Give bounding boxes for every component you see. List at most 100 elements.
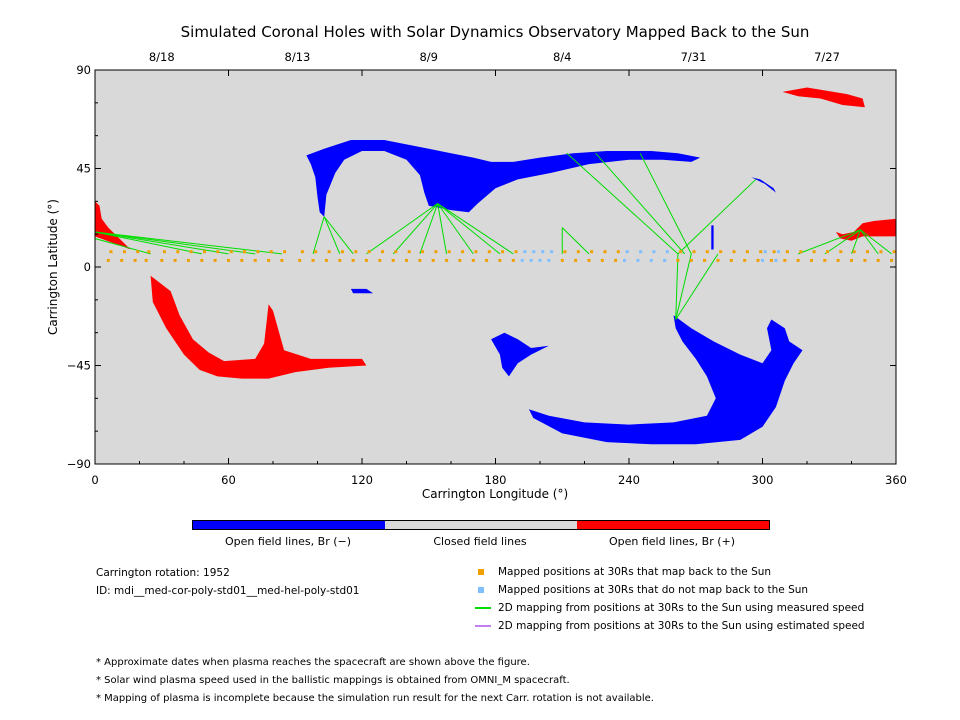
date-tick-label: 8/4 bbox=[553, 50, 572, 64]
mapped-back-point bbox=[311, 258, 315, 262]
x-tick-label: 180 bbox=[485, 473, 507, 487]
x-tick-label: 360 bbox=[885, 473, 907, 487]
mapped-back-point bbox=[705, 250, 709, 254]
mapped-back-point bbox=[133, 258, 137, 262]
mapped-back-point bbox=[474, 250, 478, 254]
mapped-back-point bbox=[812, 250, 816, 254]
mapped-back-point bbox=[173, 258, 177, 262]
mapped-back-point bbox=[772, 250, 776, 254]
mapped-back-point bbox=[560, 258, 564, 262]
measured-field-line bbox=[366, 203, 438, 255]
mapped-back-point bbox=[511, 258, 515, 262]
measured-field-line bbox=[797, 229, 861, 255]
mapped-back-point bbox=[229, 250, 233, 254]
y-tick-label: 45 bbox=[76, 162, 91, 176]
not-mapped-point bbox=[763, 250, 767, 254]
coronal-hole-positive-6 bbox=[150, 275, 367, 379]
not-mapped-point bbox=[625, 250, 629, 254]
y-tick-label: 90 bbox=[76, 63, 91, 77]
mapped-back-point bbox=[850, 258, 853, 262]
mapped-back-point bbox=[498, 258, 502, 262]
legend-text-mapped: Mapped positions at 30Rs that map back t… bbox=[498, 566, 772, 578]
not-mapped-point bbox=[665, 250, 669, 254]
coronal-hole-negative-4 bbox=[711, 225, 714, 250]
mapped-back-point bbox=[300, 250, 304, 254]
mapped-back-point bbox=[836, 258, 840, 262]
mapped-square-icon bbox=[478, 569, 484, 575]
mapped-back-point bbox=[839, 250, 843, 254]
mapped-back-point bbox=[227, 258, 230, 262]
measured-field-line bbox=[419, 203, 439, 255]
mapped-back-point bbox=[327, 250, 331, 254]
mapped-back-point bbox=[338, 258, 342, 262]
legend-text-estimated: 2D mapping from positions at 30Rs to the… bbox=[498, 620, 865, 632]
mapped-back-point bbox=[324, 258, 328, 262]
mapped-back-point bbox=[120, 258, 124, 262]
mapped-back-point bbox=[810, 258, 813, 262]
mapped-back-point bbox=[703, 258, 707, 262]
mapped-back-point bbox=[759, 250, 763, 254]
y-tick-label: 0 bbox=[84, 260, 91, 274]
coronal-hole-positive-7 bbox=[835, 218, 896, 241]
mapped-back-point bbox=[501, 250, 505, 254]
mapped-back-point bbox=[122, 250, 126, 254]
y-axis-label: Carrington Latitude (°) bbox=[46, 199, 60, 335]
x-tick-label: 120 bbox=[351, 473, 373, 487]
estimated-line-icon bbox=[475, 625, 491, 627]
not-mapped-point bbox=[623, 258, 626, 262]
mapped-back-point bbox=[186, 258, 190, 262]
mapped-back-point bbox=[471, 258, 475, 262]
mapped-back-point bbox=[892, 250, 896, 254]
mapped-back-point bbox=[890, 258, 894, 262]
colorbar-negative bbox=[193, 521, 385, 529]
measured-line-icon bbox=[475, 607, 491, 609]
measured-field-line bbox=[561, 227, 590, 255]
mapped-back-point bbox=[189, 250, 193, 254]
colorbar-positive bbox=[577, 521, 769, 529]
not-mapped-point bbox=[639, 250, 643, 254]
mapped-back-point bbox=[743, 258, 747, 262]
mapped-back-point bbox=[785, 250, 789, 254]
mapped-back-point bbox=[253, 258, 257, 262]
date-tick-label: 7/31 bbox=[681, 50, 707, 64]
colorbar-closed bbox=[385, 521, 577, 529]
not-mapped-square-icon bbox=[478, 587, 484, 593]
mapped-back-point bbox=[421, 250, 424, 254]
not-mapped-point bbox=[523, 250, 527, 254]
footnote-dates: * Approximate dates when plasma reaches … bbox=[96, 657, 530, 668]
mapped-back-point bbox=[719, 250, 723, 254]
x-tick-label: 60 bbox=[221, 473, 236, 487]
legend: Mapped positions at 30Rs that map back t… bbox=[475, 566, 915, 638]
mapped-back-point bbox=[162, 250, 166, 254]
mapped-back-point bbox=[109, 250, 113, 254]
legend-item-estimated: 2D mapping from positions at 30Rs to the… bbox=[475, 620, 915, 636]
mapped-back-point bbox=[587, 258, 591, 262]
y-tick-label: −90 bbox=[67, 457, 91, 471]
mapped-back-point bbox=[756, 258, 760, 262]
measured-field-line bbox=[437, 203, 501, 255]
date-tick-label: 8/9 bbox=[419, 50, 438, 64]
carrington-rotation-text: Carrington rotation: 1952 bbox=[96, 567, 230, 579]
y-tick-label: −45 bbox=[67, 359, 91, 373]
not-mapped-point bbox=[520, 258, 524, 262]
mapped-back-point bbox=[314, 250, 318, 254]
mapped-back-point bbox=[876, 258, 880, 262]
measured-field-line bbox=[323, 216, 341, 255]
x-tick-label: 0 bbox=[91, 473, 98, 487]
footnote-speed: * Solar wind plasma speed used in the ba… bbox=[96, 675, 570, 686]
mapped-back-point bbox=[144, 258, 148, 262]
not-mapped-point bbox=[550, 250, 554, 254]
mapped-back-point bbox=[418, 258, 422, 262]
mapped-back-point bbox=[487, 250, 491, 254]
mapped-back-point bbox=[461, 250, 465, 254]
footnote-incomplete: * Mapping of plasma is incomplete becaus… bbox=[96, 693, 654, 704]
measured-field-line bbox=[566, 152, 679, 255]
colorbar bbox=[192, 520, 770, 530]
mapped-back-point bbox=[852, 250, 856, 254]
x-tick-label: 240 bbox=[618, 473, 640, 487]
legend-text-measured: 2D mapping from positions at 30Rs to the… bbox=[498, 602, 865, 614]
colorbar-label-closed: Closed field lines bbox=[433, 535, 527, 548]
mapped-back-point bbox=[136, 250, 140, 254]
colorbar-label-positive: Open field lines, Br (+) bbox=[608, 535, 736, 548]
legend-item-mapped: Mapped positions at 30Rs that map back t… bbox=[475, 566, 915, 582]
